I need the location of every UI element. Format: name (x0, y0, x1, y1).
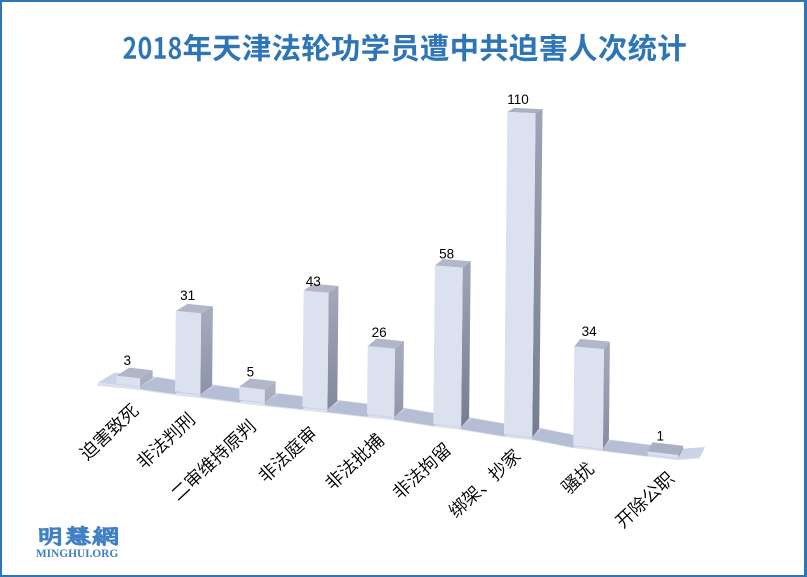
svg-text:43: 43 (306, 274, 321, 289)
svg-text:110: 110 (507, 92, 529, 107)
svg-text:26: 26 (372, 325, 387, 340)
svg-text:5: 5 (247, 365, 255, 380)
svg-text:34: 34 (582, 324, 598, 339)
svg-text:MINGHUI.ORG: MINGHUI.ORG (36, 548, 118, 560)
svg-text:31: 31 (180, 288, 195, 303)
svg-text:58: 58 (439, 247, 454, 262)
svg-text:3: 3 (123, 353, 131, 368)
svg-text:1: 1 (656, 428, 664, 443)
